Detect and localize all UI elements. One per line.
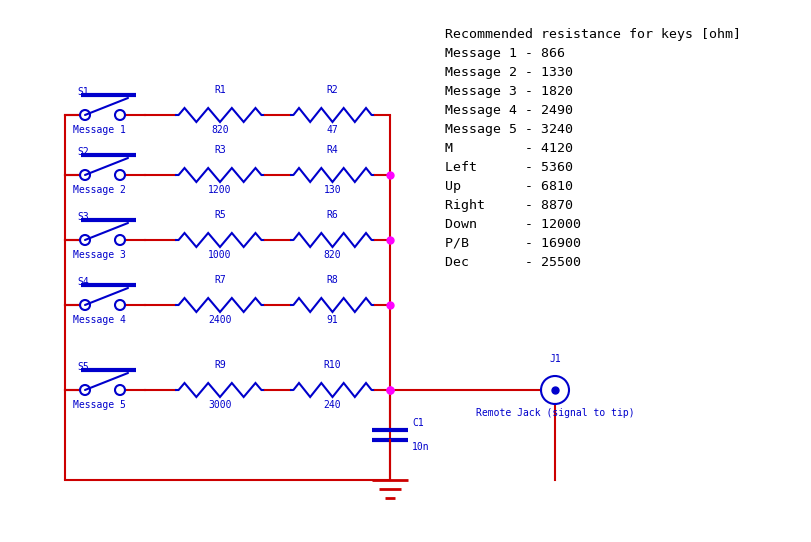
Text: S1: S1: [77, 87, 88, 97]
Text: Recommended resistance for keys [ohm]: Recommended resistance for keys [ohm]: [444, 28, 740, 41]
Text: S2: S2: [77, 147, 88, 157]
Text: J1: J1: [548, 354, 560, 364]
Text: 820: 820: [211, 125, 229, 135]
Text: 47: 47: [326, 125, 338, 135]
Text: Message 2 - 1330: Message 2 - 1330: [444, 66, 573, 79]
Text: Message 3 - 1820: Message 3 - 1820: [444, 85, 573, 98]
Text: 240: 240: [324, 400, 341, 410]
Text: 1200: 1200: [208, 185, 231, 195]
Text: R6: R6: [326, 210, 338, 220]
Text: R5: R5: [214, 210, 225, 220]
Text: S4: S4: [77, 277, 88, 287]
Text: Message 5: Message 5: [73, 400, 126, 410]
Text: R1: R1: [214, 85, 225, 95]
Text: Dec       - 25500: Dec - 25500: [444, 256, 581, 269]
Text: R4: R4: [326, 145, 338, 155]
Text: 91: 91: [326, 315, 338, 325]
Text: 820: 820: [324, 250, 341, 260]
Text: Down      - 12000: Down - 12000: [444, 218, 581, 231]
Text: M         - 4120: M - 4120: [444, 142, 573, 155]
Text: Message 5 - 3240: Message 5 - 3240: [444, 123, 573, 136]
Text: 10n: 10n: [411, 442, 429, 452]
Text: S5: S5: [77, 362, 88, 372]
Text: R9: R9: [214, 360, 225, 370]
Text: Message 2: Message 2: [73, 185, 126, 195]
Text: Message 1: Message 1: [73, 125, 126, 135]
Text: R3: R3: [214, 145, 225, 155]
Text: 1000: 1000: [208, 250, 231, 260]
Text: R8: R8: [326, 275, 338, 285]
Text: Left      - 5360: Left - 5360: [444, 161, 573, 174]
Text: 130: 130: [324, 185, 341, 195]
Text: R10: R10: [324, 360, 341, 370]
Text: Message 1 - 866: Message 1 - 866: [444, 47, 564, 60]
Text: Message 4 - 2490: Message 4 - 2490: [444, 104, 573, 117]
Text: Up        - 6810: Up - 6810: [444, 180, 573, 193]
Text: 3000: 3000: [208, 400, 231, 410]
Text: Message 4: Message 4: [73, 315, 126, 325]
Text: S3: S3: [77, 212, 88, 222]
Text: Right     - 8870: Right - 8870: [444, 199, 573, 212]
Text: R2: R2: [326, 85, 338, 95]
Text: Message 3: Message 3: [73, 250, 126, 260]
Text: R7: R7: [214, 275, 225, 285]
Text: C1: C1: [411, 418, 423, 428]
Text: P/B       - 16900: P/B - 16900: [444, 237, 581, 250]
Text: 2400: 2400: [208, 315, 231, 325]
Text: Remote Jack (signal to tip): Remote Jack (signal to tip): [475, 408, 633, 418]
